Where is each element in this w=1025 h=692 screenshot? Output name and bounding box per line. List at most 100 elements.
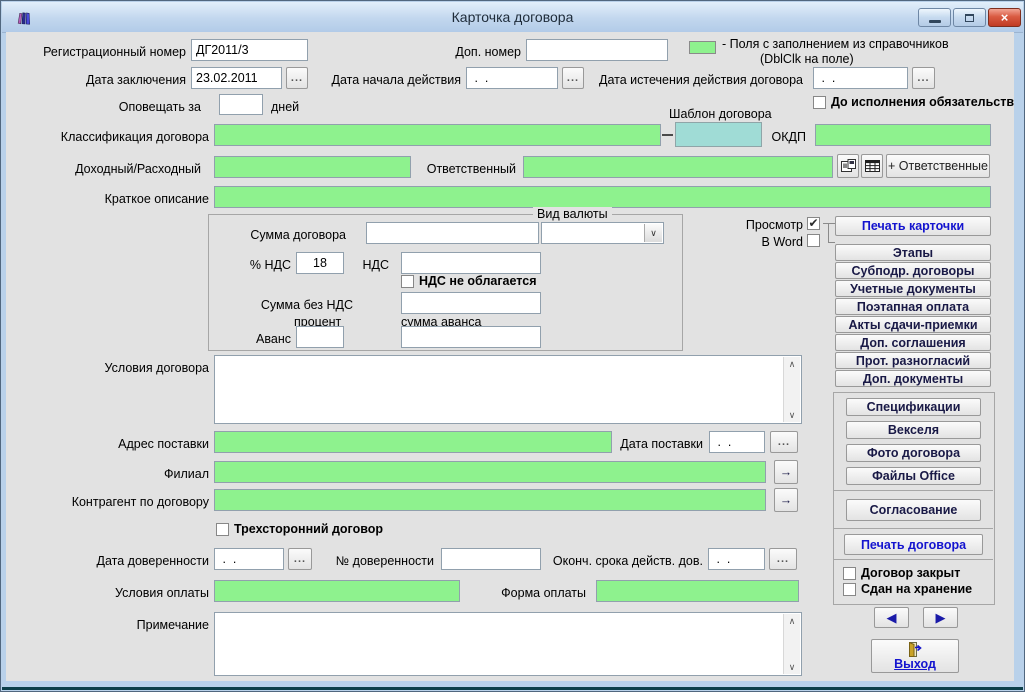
scroll-up-icon[interactable]: ∧ bbox=[788, 616, 796, 626]
contract-closed-checkbox[interactable] bbox=[843, 567, 856, 580]
note-textarea[interactable]: ∧ ∨ bbox=[214, 612, 802, 676]
accounting-docs-button[interactable]: Учетные документы bbox=[835, 280, 991, 297]
income-expense-field[interactable] bbox=[214, 156, 411, 178]
classification-label: Классификация договора bbox=[60, 130, 209, 144]
advance-percent-input[interactable] bbox=[296, 326, 344, 348]
arrow-right-icon: → bbox=[779, 493, 793, 507]
legend: - Поля с заполнением из справочников (Db… bbox=[722, 37, 1012, 67]
print-card-button[interactable]: Печать карточки bbox=[835, 216, 991, 236]
currency-combobox[interactable]: ∨ bbox=[541, 222, 664, 244]
delivery-date-input[interactable] bbox=[709, 431, 765, 453]
contract-closed-label: Договор закрыт bbox=[861, 566, 961, 580]
exit-door-icon bbox=[909, 641, 922, 657]
notify-days-input[interactable] bbox=[219, 94, 263, 115]
classification-field[interactable] bbox=[214, 124, 661, 146]
advance-sum-label: сумма аванса bbox=[401, 315, 482, 329]
payment-terms-field[interactable] bbox=[214, 580, 460, 602]
vat-percent-input[interactable] bbox=[296, 252, 344, 274]
okdp-field[interactable] bbox=[815, 124, 991, 146]
exit-button[interactable]: Выход bbox=[871, 639, 959, 673]
scrollbar[interactable]: ∧ ∨ bbox=[783, 357, 800, 422]
date-expiry-input[interactable] bbox=[813, 67, 908, 89]
notify-label: Оповещать за bbox=[118, 100, 201, 114]
payment-form-field[interactable] bbox=[596, 580, 799, 602]
close-button[interactable]: × bbox=[988, 8, 1021, 27]
prev-record-button[interactable]: ◀ bbox=[874, 607, 909, 628]
bills-button[interactable]: Векселя bbox=[846, 421, 981, 439]
disagreements-button[interactable]: Прот. разногласий bbox=[835, 352, 991, 369]
scroll-up-icon[interactable]: ∧ bbox=[788, 359, 796, 369]
delivery-address-field[interactable] bbox=[214, 431, 612, 453]
add-responsible-button[interactable]: + Ответственные bbox=[886, 154, 990, 178]
addendums-button[interactable]: Доп. соглашения bbox=[835, 334, 991, 351]
branch-open-button[interactable]: → bbox=[774, 460, 798, 484]
date-conclusion-input[interactable] bbox=[191, 67, 282, 89]
contract-sum-label: Сумма договора bbox=[250, 228, 346, 242]
sum-no-vat-label: Сумма без НДС bbox=[260, 298, 353, 312]
acceptance-acts-button[interactable]: Акты сдачи-приемки bbox=[835, 316, 991, 333]
approval-button[interactable]: Согласование bbox=[846, 499, 981, 521]
print-contract-button[interactable]: Печать договора bbox=[844, 534, 983, 555]
panel-separator bbox=[833, 559, 993, 560]
stored-checkbox[interactable] bbox=[843, 583, 856, 596]
exit-button-label: Выход bbox=[894, 656, 936, 671]
scroll-down-icon[interactable]: ∨ bbox=[788, 410, 796, 420]
date-start-input[interactable] bbox=[466, 67, 558, 89]
poa-expiry-input[interactable] bbox=[708, 548, 765, 570]
additional-docs-button[interactable]: Доп. документы bbox=[835, 370, 991, 387]
connector-dash bbox=[662, 134, 673, 136]
scroll-down-icon[interactable]: ∨ bbox=[788, 662, 796, 672]
office-files-button[interactable]: Файлы Office bbox=[846, 467, 981, 485]
contract-sum-input[interactable] bbox=[366, 222, 539, 244]
poa-expiry-picker-button[interactable]: ... bbox=[769, 548, 797, 570]
tripartite-checkbox[interactable] bbox=[216, 523, 229, 536]
responsible-field[interactable] bbox=[523, 156, 833, 178]
conditions-textarea[interactable]: ∧ ∨ bbox=[214, 355, 802, 424]
reg-number-label: Регистрационный номер bbox=[43, 45, 186, 59]
short-desc-field[interactable] bbox=[214, 186, 991, 208]
date-conclusion-label: Дата заключения bbox=[86, 73, 186, 87]
vat-input[interactable] bbox=[401, 252, 541, 274]
delivery-date-picker-button[interactable]: ... bbox=[770, 431, 798, 453]
template-field[interactable] bbox=[675, 122, 762, 147]
date-start-label: Дата начала действия bbox=[331, 73, 461, 87]
contract-photo-button[interactable]: Фото договора bbox=[846, 444, 981, 462]
staged-payment-button[interactable]: Поэтапная оплата bbox=[835, 298, 991, 315]
vat-free-checkbox[interactable] bbox=[401, 275, 414, 288]
advance-sum-input[interactable] bbox=[401, 326, 541, 348]
stages-button[interactable]: Этапы bbox=[835, 244, 991, 261]
until-obligations-checkbox[interactable] bbox=[813, 96, 826, 109]
maximize-button[interactable] bbox=[953, 8, 986, 27]
preview-checkbox[interactable]: ✔ bbox=[807, 216, 820, 230]
short-desc-label: Краткое описание bbox=[104, 192, 209, 206]
combo-dropdown-icon[interactable]: ∨ bbox=[644, 224, 662, 242]
poa-number-input[interactable] bbox=[441, 548, 541, 570]
next-record-button[interactable]: ▶ bbox=[923, 607, 958, 628]
in-word-checkbox[interactable] bbox=[807, 234, 820, 247]
responsible-card-button[interactable] bbox=[837, 154, 859, 178]
reg-number-input[interactable] bbox=[191, 39, 308, 61]
specifications-button[interactable]: Спецификации bbox=[846, 398, 981, 416]
branch-field[interactable] bbox=[214, 461, 766, 483]
sum-no-vat-input[interactable] bbox=[401, 292, 541, 314]
date-expiry-picker-button[interactable]: ... bbox=[912, 67, 935, 89]
vat-label: НДС bbox=[362, 258, 389, 272]
minimize-button[interactable] bbox=[918, 8, 951, 27]
reference-field-swatch bbox=[689, 41, 716, 54]
subcontracts-button[interactable]: Субподр. договоры bbox=[835, 262, 991, 279]
poa-date-picker-button[interactable]: ... bbox=[288, 548, 312, 570]
dop-number-label: Доп. номер bbox=[455, 45, 521, 59]
sum-groupbox bbox=[208, 214, 683, 351]
nav-next-icon: ▶ bbox=[935, 609, 946, 625]
poa-date-input[interactable] bbox=[214, 548, 284, 570]
date-start-picker-button[interactable]: ... bbox=[562, 67, 584, 89]
date-conclusion-picker-button[interactable]: ... bbox=[286, 67, 308, 89]
scrollbar[interactable]: ∧ ∨ bbox=[783, 614, 800, 674]
counterparty-field[interactable] bbox=[214, 489, 766, 511]
template-label: Шаблон договора bbox=[669, 107, 772, 121]
responsible-table-button[interactable] bbox=[861, 154, 883, 178]
dop-number-input[interactable] bbox=[526, 39, 668, 61]
panel-separator bbox=[833, 528, 993, 529]
counterparty-open-button[interactable]: → bbox=[774, 488, 798, 512]
